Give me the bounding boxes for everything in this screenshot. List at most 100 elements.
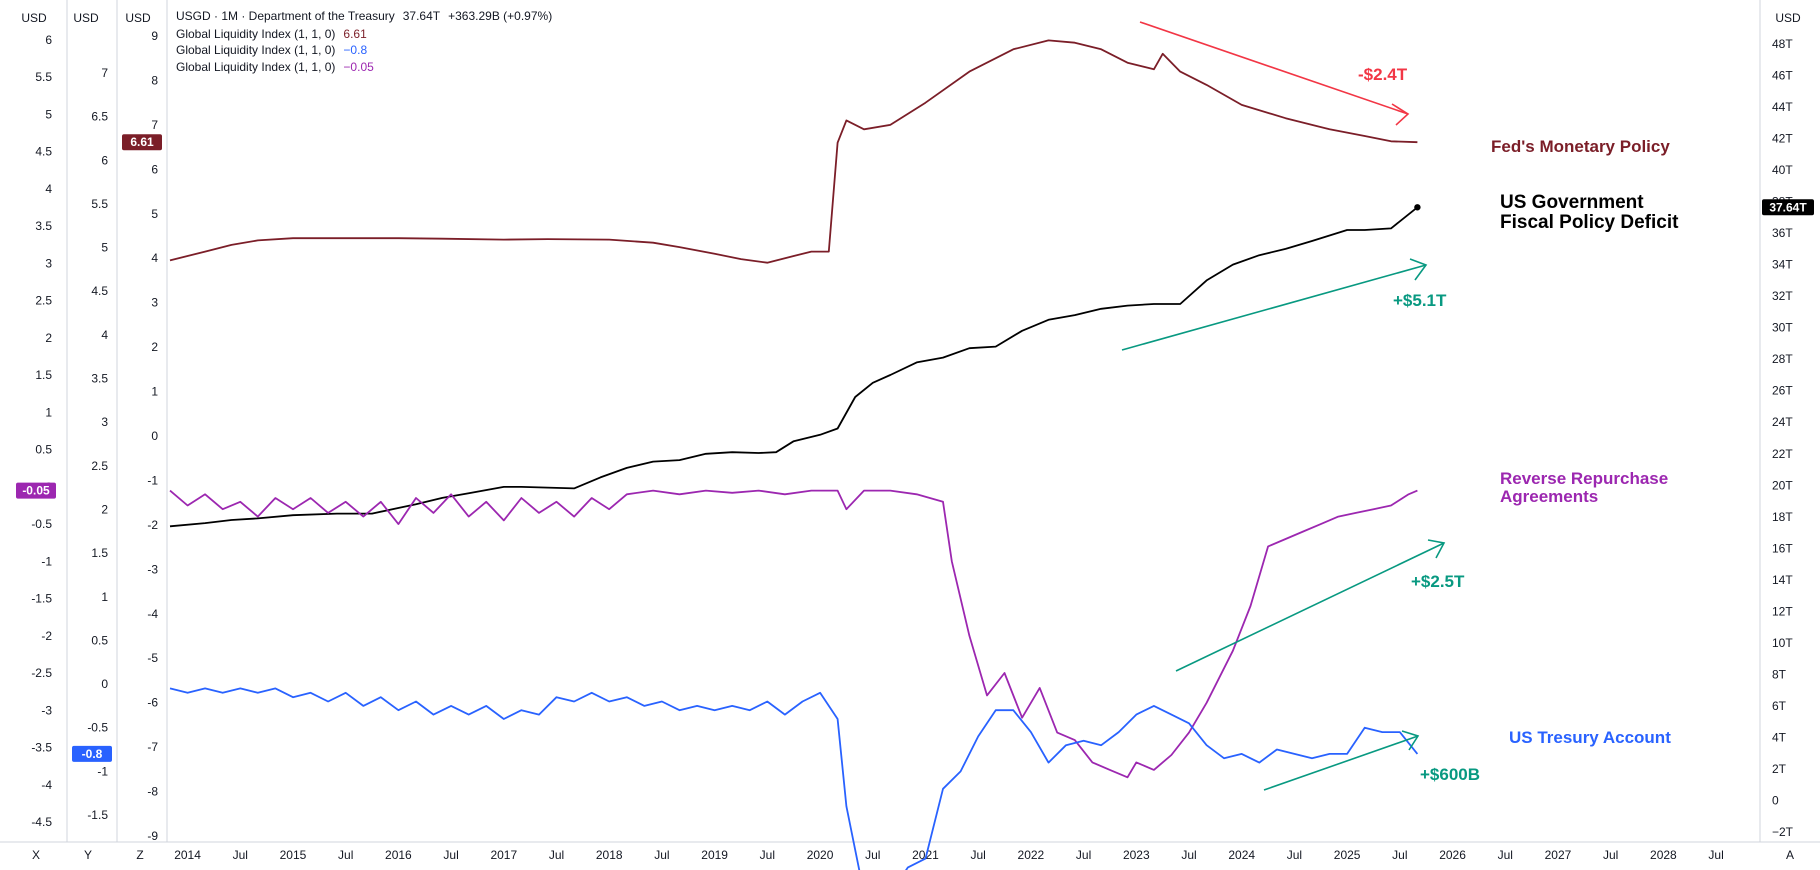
- time-tick-label: Jul: [338, 848, 353, 862]
- right-tick-label: 10T: [1772, 636, 1793, 650]
- symbol-title[interactable]: USGD · 1M · Department of the Treasury 37…: [176, 9, 552, 23]
- x-left-tick-label: 5.5: [35, 70, 52, 84]
- y-left-tick-label: 2.5: [91, 459, 108, 473]
- z-left-tick-label: -6: [147, 696, 158, 710]
- legend-row-3[interactable]: Global Liquidity Index (1, 1, 0) −0.05: [176, 60, 374, 74]
- x-left-tick-label: -2: [41, 629, 52, 643]
- legend-row-2[interactable]: Global Liquidity Index (1, 1, 0) −0.8: [176, 43, 367, 57]
- right-tick-label: 4T: [1772, 730, 1787, 744]
- z-left-tick-label: -7: [147, 740, 158, 754]
- time-tick-label: Jul: [1708, 848, 1723, 862]
- z-axis-corner-label[interactable]: Z: [136, 848, 143, 862]
- time-tick-label: 2015: [280, 848, 307, 862]
- legend-row-1-value: 6.61: [343, 27, 367, 41]
- fed-policy-label: Fed's Monetary Policy: [1491, 137, 1670, 156]
- time-tick-label: 2024: [1228, 848, 1255, 862]
- x-axis-unit: USD: [21, 11, 47, 25]
- time-tick-label: Jul: [549, 848, 564, 862]
- time-tick-label: 2022: [1018, 848, 1045, 862]
- y-left-tick-label: 5.5: [91, 197, 108, 211]
- symbol-last-value: 37.64T: [403, 9, 441, 23]
- fed-change-label: -$2.4T: [1358, 65, 1408, 84]
- y-left-tick-label: 4: [101, 328, 108, 342]
- rrp-line: [169, 489, 1418, 779]
- fed-trend-arrow: [1139, 21, 1410, 126]
- time-tick-label: 2018: [596, 848, 623, 862]
- z-left-tick-label: 2: [151, 340, 158, 354]
- z-left-tick-label: 5: [151, 207, 158, 221]
- x-left-tick-label: 1: [45, 405, 52, 419]
- right-tick-label: 20T: [1772, 478, 1793, 492]
- x-axis-corner-label[interactable]: X: [32, 848, 40, 862]
- plot-area: [169, 39, 1421, 870]
- x-left-tick-label: 6: [45, 33, 52, 47]
- right-tick-label: 40T: [1772, 163, 1793, 177]
- right-tick-label: 0: [1772, 793, 1779, 807]
- y-left-tick-label: 5: [101, 241, 108, 255]
- z-left-tick-label: -4: [147, 607, 158, 621]
- legend-row-2-value: −0.8: [343, 43, 367, 57]
- fiscal-deficit-line: [169, 206, 1418, 528]
- right-tick-label: 44T: [1772, 100, 1793, 114]
- time-tick-label: Jul: [1498, 848, 1513, 862]
- x-left-tick-label: 3.5: [35, 219, 52, 233]
- time-tick-label: Jul: [1392, 848, 1407, 862]
- x-left-tick-label: 3: [45, 256, 52, 270]
- z-left-tick-label: -2: [147, 518, 158, 532]
- x-left-tick-label: 2.5: [35, 294, 52, 308]
- right-tick-label: −2T: [1772, 825, 1794, 839]
- svg-text:-0.8: -0.8: [82, 747, 103, 761]
- svg-text:-0.05: -0.05: [22, 484, 50, 498]
- y-left-tick-label: -1: [97, 764, 108, 778]
- legend-row-1-label: Global Liquidity Index (1, 1, 0): [176, 27, 335, 41]
- y-left-tick-label: 3.5: [91, 372, 108, 386]
- fiscal-deficit-last-point: [1414, 204, 1421, 211]
- y-left-tick-label: 3: [101, 415, 108, 429]
- y-left-tick-label: 2: [101, 502, 108, 516]
- time-tick-label: Jul: [1603, 848, 1618, 862]
- right-tick-label: 28T: [1772, 352, 1793, 366]
- chart-header: USGD · 1M · Department of the Treasury 37…: [176, 9, 552, 74]
- right-tick-label: 6T: [1772, 699, 1787, 713]
- legend-row-2-label: Global Liquidity Index (1, 1, 0): [176, 43, 335, 57]
- z-left-tick-label: 6: [151, 162, 158, 176]
- tga-label: US Tresury Account: [1509, 728, 1671, 747]
- time-tick-label: Jul: [443, 848, 458, 862]
- autoscale-corner-label[interactable]: A: [1786, 848, 1794, 862]
- y-left-tick-label: 1: [101, 590, 108, 604]
- right-tick-label: 48T: [1772, 37, 1793, 51]
- time-tick-label: Jul: [760, 848, 775, 862]
- legend-row-3-value: −0.05: [343, 60, 374, 74]
- z-axis-unit: USD: [125, 11, 151, 25]
- z-axis-last-value-badge: 6.61: [122, 134, 162, 151]
- z-left-tick-label: -1: [147, 473, 158, 487]
- z-left-tick-label: -3: [147, 562, 158, 576]
- rrp-trend-arrow: [1175, 539, 1446, 672]
- right-tick-label: 14T: [1772, 573, 1793, 587]
- time-tick-label: Jul: [233, 848, 248, 862]
- x-left-tick-label: -3: [41, 703, 52, 717]
- time-tick-label: Jul: [865, 848, 880, 862]
- y-axis-last-value-badge: -0.8: [72, 745, 112, 762]
- y-left-tick-label: -0.5: [87, 721, 108, 735]
- time-tick-label: 2016: [385, 848, 412, 862]
- symbol-change: +363.29B (+0.97%): [448, 9, 552, 23]
- z-left-tick-label: -5: [147, 651, 158, 665]
- time-tick-label: 2028: [1650, 848, 1677, 862]
- y-axis-corner-label[interactable]: Y: [84, 848, 92, 862]
- x-axis-last-value-badge: -0.05: [16, 482, 56, 499]
- fed-policy-line: [169, 39, 1418, 264]
- z-left-tick-label: 7: [151, 118, 158, 132]
- y-left-tick-label: 6.5: [91, 110, 108, 124]
- right-tick-label: 34T: [1772, 258, 1793, 272]
- x-left-tick-label: 0.5: [35, 443, 52, 457]
- symbol-title-text: USGD · 1M · Department of the Treasury: [176, 9, 395, 23]
- legend-row-1[interactable]: Global Liquidity Index (1, 1, 0) 6.61: [176, 27, 367, 41]
- y-left-tick-label: 6: [101, 153, 108, 167]
- time-tick-label: 2017: [490, 848, 517, 862]
- time-tick-label: 2026: [1439, 848, 1466, 862]
- y-axis-unit: USD: [73, 11, 99, 25]
- svg-text:37.64T: 37.64T: [1769, 200, 1807, 214]
